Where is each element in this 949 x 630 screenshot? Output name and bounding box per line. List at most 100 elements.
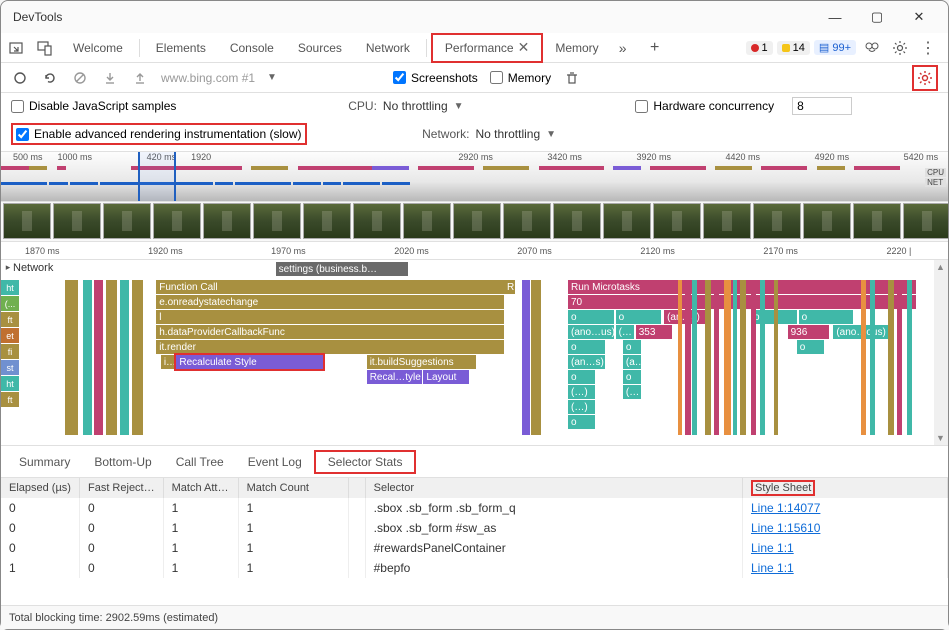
flame-bar[interactable]: o [568, 340, 605, 354]
table-row[interactable]: 0011.sbox .sb_form #sw_asLine 1:15610 [1, 518, 948, 538]
flame-bar[interactable]: o [568, 310, 614, 324]
flame-bar[interactable]: (ano…us) [568, 325, 614, 339]
filmstrip-thumb[interactable] [303, 203, 351, 239]
filmstrip-thumb[interactable] [403, 203, 451, 239]
table-header[interactable]: Fast Reject… [79, 478, 163, 498]
hw-concurrency-input[interactable] [792, 97, 852, 115]
filmstrip-thumb[interactable] [153, 203, 201, 239]
record-button[interactable] [11, 69, 29, 87]
filmstrip[interactable] [1, 202, 948, 242]
track-label[interactable]: ht [1, 280, 19, 295]
flame-bar[interactable]: o [799, 310, 854, 324]
clear-button[interactable] [71, 69, 89, 87]
disable-js-checkbox[interactable]: Disable JavaScript samples [11, 99, 176, 113]
tabs-overflow-button[interactable]: » [611, 36, 635, 60]
track-label[interactable]: (... [1, 296, 19, 311]
table-header[interactable]: Style Sheet [743, 478, 948, 498]
more-menu-icon[interactable]: ⋮ [916, 36, 940, 60]
table-row[interactable]: 0011#rewardsPanelContainerLine 1:1 [1, 538, 948, 558]
detail-tab-selector-stats[interactable]: Selector Stats [314, 450, 417, 474]
issues-badge[interactable]: ▤99+ [814, 40, 856, 55]
flame-bar[interactable]: (an…s) [568, 355, 605, 369]
close-button[interactable]: ✕ [898, 2, 940, 32]
feedback-icon[interactable] [860, 36, 884, 60]
scrollbar[interactable] [934, 260, 948, 445]
load-button[interactable] [131, 69, 149, 87]
track-label[interactable]: ft [1, 312, 19, 327]
table-header[interactable]: Match Att… [163, 478, 238, 498]
network-throttling-select[interactable]: No throttling [475, 127, 540, 141]
overview-timeline[interactable]: 500 ms1000 ms420 ms19202920 ms3420 ms392… [1, 152, 948, 202]
flame-bar[interactable]: 936 [788, 325, 829, 339]
filmstrip-thumb[interactable] [3, 203, 51, 239]
tab-elements[interactable]: Elements [144, 33, 218, 63]
dropdown-icon[interactable]: ▼ [267, 72, 277, 83]
flame-chart[interactable]: ▸ Network settings (business.b… ht(...ft… [1, 260, 948, 446]
flame-bar[interactable]: Recalculate Style [176, 355, 322, 369]
advanced-rendering-checkbox[interactable]: Enable advanced rendering instrumentatio… [11, 123, 307, 145]
table-header[interactable]: Selector [365, 478, 742, 498]
flame-bar[interactable]: o [623, 370, 641, 384]
memory-checkbox[interactable]: Memory [490, 71, 551, 85]
flame-ruler[interactable]: 1870 ms1920 ms1970 ms2020 ms2070 ms2120 … [1, 242, 948, 260]
filmstrip-thumb[interactable] [903, 203, 948, 239]
filmstrip-thumb[interactable] [603, 203, 651, 239]
tab-welcome[interactable]: Welcome [61, 33, 135, 63]
flame-bar[interactable]: l [156, 310, 504, 324]
filmstrip-thumb[interactable] [53, 203, 101, 239]
flame-bar[interactable]: (…) [568, 400, 595, 414]
flame-bar[interactable]: it.render [156, 340, 504, 354]
filmstrip-thumb[interactable] [353, 203, 401, 239]
warnings-badge[interactable]: 14 [777, 41, 810, 55]
filmstrip-thumb[interactable] [853, 203, 901, 239]
chevron-down-icon[interactable]: ▼ [454, 101, 464, 112]
trash-button[interactable] [563, 69, 581, 87]
flame-bar[interactable]: (… [616, 325, 634, 339]
errors-badge[interactable]: 1 [746, 41, 773, 55]
stylesheet-link[interactable]: Line 1:1 [751, 541, 794, 555]
track-label[interactable]: ft [1, 392, 19, 407]
tab-network[interactable]: Network [354, 33, 422, 63]
tab-memory[interactable]: Memory [543, 33, 610, 63]
stylesheet-link[interactable]: Line 1:14077 [751, 501, 820, 515]
maximize-button[interactable]: ▢ [856, 2, 898, 32]
flame-bar[interactable]: 353 [636, 325, 673, 339]
flame-bar[interactable]: o [568, 415, 595, 429]
table-header[interactable]: Match Count [238, 478, 348, 498]
table-row[interactable]: 0011.sbox .sb_form .sb_form_qLine 1:1407… [1, 498, 948, 518]
hw-concurrency-checkbox[interactable]: Hardware concurrency [635, 99, 774, 113]
flame-bar[interactable]: o [616, 310, 662, 324]
filmstrip-thumb[interactable] [803, 203, 851, 239]
flame-bar[interactable]: o [797, 340, 824, 354]
detail-tab-summary[interactable]: Summary [7, 451, 82, 473]
close-tab-icon[interactable]: ✕ [518, 39, 530, 56]
screenshots-checkbox[interactable]: Screenshots [393, 71, 478, 85]
filmstrip-thumb[interactable] [753, 203, 801, 239]
filmstrip-thumb[interactable] [253, 203, 301, 239]
stylesheet-link[interactable]: Line 1:15610 [751, 521, 820, 535]
track-label[interactable]: et [1, 328, 19, 343]
selection-handle[interactable] [138, 152, 176, 201]
detail-tab-bottom-up[interactable]: Bottom-Up [82, 451, 163, 473]
table-header[interactable]: Elapsed (µs) [1, 478, 79, 498]
stylesheet-link[interactable]: Line 1:1 [751, 561, 794, 575]
flame-bar[interactable]: (a… [623, 355, 641, 369]
recording-target[interactable]: www.bing.com #1 [161, 71, 255, 85]
flame-bar[interactable]: Function Call [156, 280, 504, 294]
filmstrip-thumb[interactable] [703, 203, 751, 239]
detail-tab-call-tree[interactable]: Call Tree [164, 451, 236, 473]
flame-bar[interactable]: Layout [423, 370, 469, 384]
flame-bar[interactable]: it.buildSuggestions [367, 355, 477, 369]
filmstrip-thumb[interactable] [503, 203, 551, 239]
tab-sources[interactable]: Sources [286, 33, 354, 63]
minimize-button[interactable]: — [814, 2, 856, 32]
save-button[interactable] [101, 69, 119, 87]
flame-bar[interactable]: (… [623, 385, 641, 399]
flame-bar[interactable]: Recal…tyle [367, 370, 422, 384]
detail-tab-event-log[interactable]: Event Log [236, 451, 314, 473]
tab-performance[interactable]: Performance✕ [431, 33, 543, 63]
filmstrip-thumb[interactable] [453, 203, 501, 239]
chevron-down-icon[interactable]: ▼ [546, 129, 556, 140]
filmstrip-thumb[interactable] [203, 203, 251, 239]
inspect-popout-icon[interactable] [5, 36, 29, 60]
